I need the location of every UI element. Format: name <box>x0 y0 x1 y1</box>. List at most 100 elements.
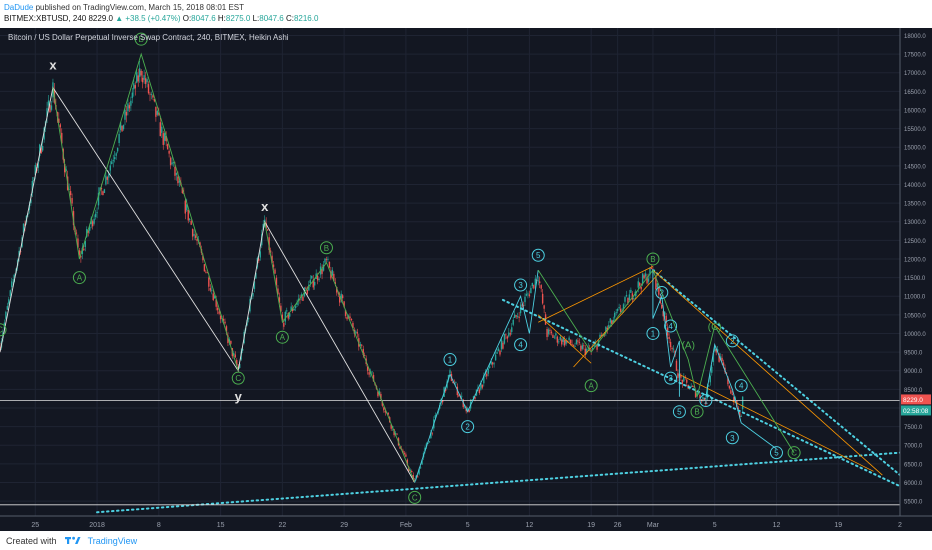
candle-down <box>364 355 366 356</box>
candle-down <box>737 407 739 410</box>
candle-up <box>93 218 95 224</box>
wave-line <box>537 269 654 353</box>
candle-up <box>12 279 14 281</box>
wave-label: A <box>589 382 595 391</box>
candle-down <box>478 389 481 394</box>
wave-label: 3 <box>518 281 523 290</box>
candle-up <box>189 218 191 220</box>
y-tick-label: 6500.0 <box>904 462 923 468</box>
candle-up <box>296 302 298 305</box>
candle-up <box>527 293 529 295</box>
candle-up <box>115 153 117 156</box>
candle-up <box>309 279 311 283</box>
y-tick-label: 14500.0 <box>904 164 926 170</box>
candle-up <box>133 83 135 90</box>
last-price-badge <box>901 394 931 405</box>
author-name[interactable]: DaDude <box>4 3 34 12</box>
candle-down <box>349 316 351 319</box>
candle-down <box>381 401 384 406</box>
candle-down <box>384 411 386 413</box>
candle-up <box>553 336 556 338</box>
candle-down <box>686 379 688 383</box>
candle-up <box>175 173 178 175</box>
x-tick-label: 22 <box>278 522 286 529</box>
candle-up <box>530 287 532 294</box>
candle-down <box>305 287 307 289</box>
wave-label-circle <box>72 271 86 285</box>
candle-up <box>508 332 510 337</box>
candle-up <box>455 382 457 384</box>
candle-down <box>278 297 281 303</box>
candle-down <box>730 390 732 394</box>
candle-up <box>378 391 381 395</box>
wave-label-circle <box>699 394 713 408</box>
candle-up <box>371 371 373 373</box>
candle-down <box>600 335 603 337</box>
footer-text: Created with TradingView <box>6 535 137 546</box>
candle-up <box>605 326 607 333</box>
y-tick-label: 12000.0 <box>904 257 926 263</box>
x-tick-label: 12 <box>773 522 781 529</box>
wave-label: 1 <box>704 397 709 406</box>
candle-down <box>693 386 695 388</box>
candle-down <box>671 347 673 350</box>
candle-down <box>505 334 507 336</box>
wave-label-circle <box>672 405 686 419</box>
candle-down <box>49 104 51 113</box>
wave-label: B <box>324 244 329 253</box>
candle-down <box>405 454 407 457</box>
y-axis-panel[interactable] <box>900 28 932 531</box>
wave-lines <box>0 52 795 483</box>
wave-label: 5 <box>536 251 541 260</box>
candle-up <box>664 311 666 315</box>
candle-down <box>694 390 697 398</box>
wave-label-circle <box>646 252 660 266</box>
candle-up <box>614 313 616 318</box>
wave-label: (C) <box>708 322 722 333</box>
candle-up <box>186 204 188 211</box>
wave-label-circle <box>461 420 475 434</box>
candle-up <box>714 347 716 352</box>
candle-down <box>181 187 184 194</box>
publish-info: published on TradingView.com, March 15, … <box>35 3 245 12</box>
wave-label: 2 <box>465 423 470 432</box>
wave-label: C <box>412 493 418 502</box>
wave-label: C <box>0 326 3 335</box>
candle-up <box>130 100 132 106</box>
candle-up <box>239 363 241 369</box>
candle-down <box>522 305 525 306</box>
candle-down <box>377 391 379 397</box>
candle-down <box>218 311 220 314</box>
candle-down <box>675 360 678 371</box>
candle-up <box>171 162 173 165</box>
candle-up <box>28 204 31 210</box>
candle-up <box>96 212 98 214</box>
y-tick-label: 17000.0 <box>904 71 926 77</box>
candle-down <box>106 177 109 180</box>
candle-down <box>205 271 207 273</box>
candle-up <box>111 161 113 165</box>
candle-down <box>606 327 609 330</box>
candle-down <box>75 232 78 234</box>
candle-down <box>572 345 575 347</box>
candle-down <box>40 147 42 154</box>
candle-down <box>506 336 509 339</box>
candle-down <box>169 157 172 166</box>
candle-up <box>9 290 11 297</box>
candle-up <box>8 299 10 304</box>
candle-down <box>268 237 270 250</box>
candle-up <box>428 441 431 443</box>
candle-up <box>534 278 536 285</box>
candle-up <box>547 329 550 335</box>
tradingview-link[interactable]: TradingView <box>87 536 138 546</box>
wave-label-circle <box>725 431 739 445</box>
wave-label: 3 <box>668 374 673 383</box>
y-tick-label: 7500.0 <box>904 425 923 431</box>
candle-down <box>731 393 734 395</box>
candle-up <box>615 312 617 314</box>
candle-down <box>271 255 273 264</box>
candle-up <box>637 281 639 288</box>
candle-down <box>155 106 157 117</box>
candle-up <box>31 180 34 194</box>
